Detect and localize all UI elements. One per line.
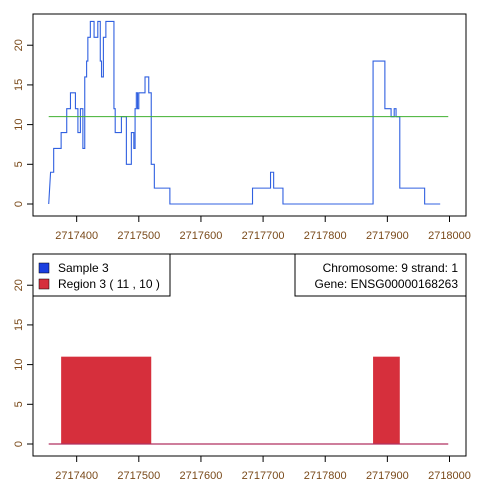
y-tick-label: 15: [13, 79, 25, 91]
gene-text: Gene: ENSG00000168263: [315, 277, 459, 291]
coverage-line: [48, 20, 441, 205]
y-tick-label: 5: [13, 161, 25, 167]
x-axis: 2717400 2717500 2717600 2717700 2717800 27179…: [55, 215, 471, 242]
y-tick-label: 10: [13, 118, 25, 130]
x-tick-label: 2717700: [242, 230, 285, 242]
region-bars: [48, 356, 449, 445]
x-tick-label: 2717700: [242, 470, 285, 480]
region-bar: [373, 356, 400, 444]
x-tick-label: 2717800: [304, 230, 347, 242]
chromosome-strand-text: Chromosome: 9 strand: 1: [323, 261, 459, 275]
legend-label-sample: Sample 3: [58, 261, 109, 275]
x-tick-label: 2717500: [117, 470, 160, 480]
x-tick-label: 2718000: [428, 230, 471, 242]
y-tick-label: 0: [13, 441, 25, 447]
y-tick-label: 20: [13, 279, 25, 291]
y-axis: 0 5 10 15 20: [13, 279, 34, 447]
x-tick-label: 2717900: [366, 230, 409, 242]
legend-frame: [32, 253, 171, 297]
x-tick-label: 2717600: [180, 470, 223, 480]
plot-frame: [32, 13, 467, 217]
x-tick-label: 2717400: [55, 230, 98, 242]
x-tick-label: 2717900: [366, 470, 409, 480]
y-axis: 0 5 10 15 20: [13, 39, 34, 207]
legend-swatch-sample: [38, 262, 50, 274]
x-tick-label: 2717600: [180, 230, 223, 242]
y-tick-label: 5: [13, 401, 25, 407]
x-axis: 2717400 2717500 2717600 2717700 2717800 27179…: [55, 455, 471, 480]
x-tick-label: 2718000: [428, 470, 471, 480]
x-tick-label: 2717800: [304, 470, 347, 480]
info-frame: [294, 253, 467, 297]
region-bar: [61, 356, 152, 444]
legend: Sample 3 Region 3 ( 11 , 10 ): [32, 253, 171, 297]
legend-swatch-region: [38, 278, 50, 290]
legend-label-region: Region 3 ( 11 , 10 ): [58, 277, 160, 291]
y-tick-label: 20: [13, 39, 25, 51]
info-box: Chromosome: 9 strand: 1 Gene: ENSG000001…: [294, 253, 467, 297]
y-tick-label: 10: [13, 358, 25, 370]
series-group: [48, 20, 449, 205]
x-tick-label: 2717400: [55, 470, 98, 480]
y-tick-label: 0: [13, 201, 25, 207]
x-tick-label: 2717500: [117, 230, 160, 242]
y-tick-label: 15: [13, 319, 25, 331]
